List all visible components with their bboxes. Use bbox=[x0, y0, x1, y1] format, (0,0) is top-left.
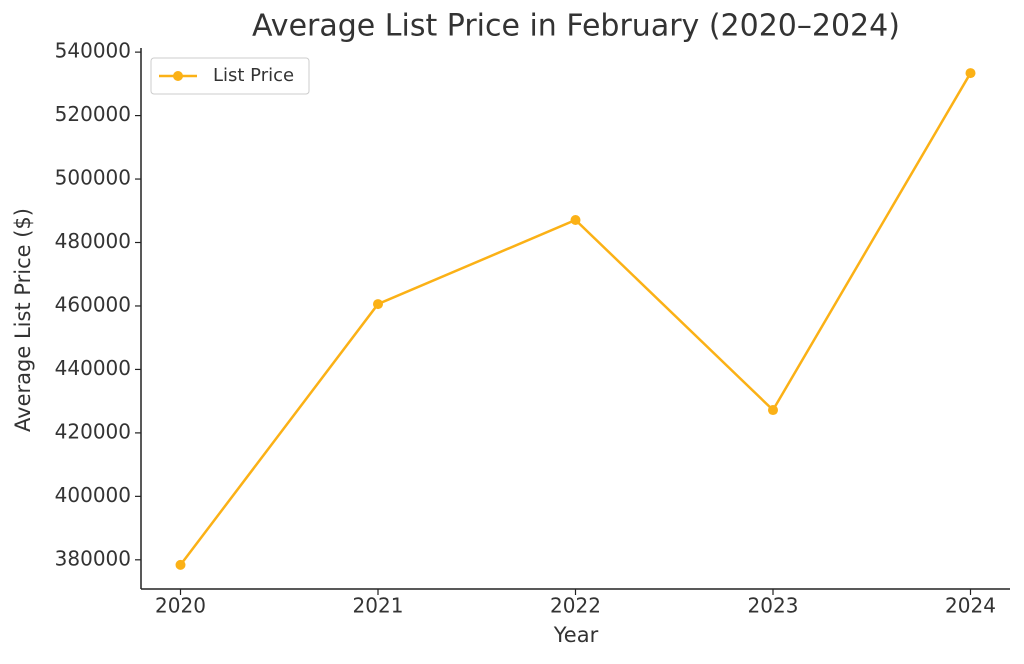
y-tick-label: 540000 bbox=[55, 39, 131, 63]
x-tick-label: 2021 bbox=[353, 594, 404, 618]
y-tick-label: 460000 bbox=[55, 292, 131, 316]
y-tick-label: 440000 bbox=[55, 356, 131, 380]
y-tick-label: 400000 bbox=[55, 483, 131, 507]
line bbox=[179, 72, 972, 566]
legend-box bbox=[150, 57, 310, 95]
point bbox=[570, 214, 581, 225]
x-tick-label: 2023 bbox=[748, 594, 799, 618]
legend-label: List Price bbox=[213, 65, 294, 86]
point bbox=[373, 299, 383, 310]
point bbox=[768, 405, 778, 416]
y-tick-label: 380000 bbox=[55, 546, 131, 570]
point bbox=[175, 559, 186, 570]
x-tick-label: 2022 bbox=[550, 594, 601, 618]
y-tick-label: 520000 bbox=[55, 102, 131, 126]
y-tick-label: 420000 bbox=[55, 419, 131, 443]
y-tick-label: 480000 bbox=[55, 229, 131, 253]
x-axis-label: Year bbox=[553, 623, 599, 647]
y-tick-label: 500000 bbox=[55, 166, 131, 190]
y-axis-label: Average List Price ($) bbox=[11, 208, 35, 432]
point bbox=[965, 68, 976, 79]
x-tick-label: 2024 bbox=[945, 594, 996, 618]
legend-marker bbox=[173, 71, 183, 81]
x-tick-label: 2020 bbox=[155, 594, 206, 618]
chart-title: Average List Price in February (2020–202… bbox=[252, 9, 900, 44]
